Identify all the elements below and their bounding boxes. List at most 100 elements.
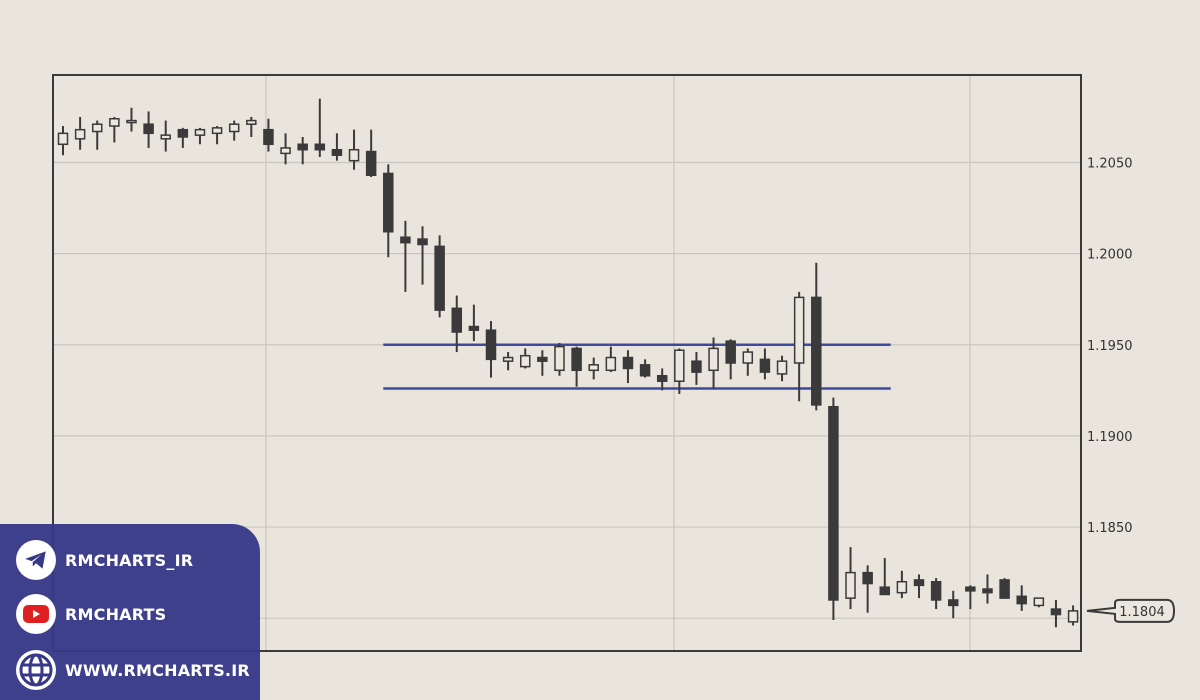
bullish-candle bbox=[605, 346, 617, 373]
bearish-candle bbox=[999, 578, 1010, 599]
candle-body bbox=[1033, 597, 1045, 607]
candle-body bbox=[109, 117, 120, 127]
candle-body bbox=[280, 147, 291, 155]
last-price-tag: 1.1804 bbox=[1086, 598, 1176, 623]
bullish-candle bbox=[1067, 605, 1079, 626]
bearish-candle bbox=[947, 590, 959, 619]
candle-body bbox=[1016, 595, 1027, 605]
candle-body bbox=[1067, 610, 1079, 623]
bullish-candle bbox=[194, 127, 206, 145]
candle-body bbox=[263, 128, 274, 146]
bullish-candle bbox=[74, 116, 86, 150]
bearish-candle bbox=[177, 127, 189, 148]
candle-body bbox=[502, 356, 514, 362]
candle-body bbox=[519, 354, 531, 368]
candle-body bbox=[194, 128, 206, 136]
bullish-candle bbox=[793, 291, 805, 402]
y-tick-label: 1.1900 bbox=[1087, 430, 1133, 445]
candle-body bbox=[57, 132, 69, 146]
bullish-candle bbox=[126, 107, 137, 132]
candle-body bbox=[383, 172, 394, 233]
candle-body bbox=[314, 143, 326, 151]
bullish-candle bbox=[280, 133, 291, 165]
bullish-candle bbox=[674, 348, 685, 394]
bearish-candle bbox=[862, 565, 873, 613]
candle-body bbox=[828, 405, 839, 601]
bearish-candle bbox=[434, 235, 445, 318]
bullish-candle bbox=[519, 348, 531, 369]
candle-body bbox=[879, 586, 891, 596]
candle-body bbox=[639, 364, 651, 377]
bullish-candle bbox=[845, 547, 856, 610]
bearish-candle bbox=[365, 129, 377, 178]
youtube-icon bbox=[16, 594, 56, 634]
bearish-candle bbox=[725, 339, 736, 380]
candle-body bbox=[708, 347, 719, 372]
candle-body bbox=[228, 123, 240, 133]
bullish-candle bbox=[896, 570, 908, 599]
candle-body bbox=[622, 356, 634, 370]
candle-body bbox=[417, 238, 428, 246]
bearish-candle bbox=[400, 220, 411, 292]
last-price-label: 1.1804 bbox=[1119, 605, 1165, 620]
bearish-candle bbox=[537, 350, 548, 376]
bearish-candle bbox=[828, 397, 839, 621]
bearish-candle bbox=[485, 321, 497, 378]
y-tick-label: 1.1950 bbox=[1087, 339, 1133, 354]
bearish-candle bbox=[263, 118, 274, 152]
candle-body bbox=[160, 134, 171, 140]
y-tick-label: 1.2050 bbox=[1087, 156, 1133, 171]
candle-body bbox=[434, 245, 445, 311]
y-tick-label: 1.1850 bbox=[1087, 521, 1133, 536]
candle-body bbox=[365, 150, 377, 177]
bullish-candle bbox=[160, 120, 171, 152]
bearish-candle bbox=[656, 368, 668, 391]
bearish-candle bbox=[417, 226, 428, 285]
bearish-candle bbox=[571, 346, 582, 387]
bearish-candle bbox=[965, 585, 976, 610]
bullish-candle bbox=[228, 120, 240, 141]
candle-body bbox=[742, 351, 754, 364]
website-url: WWW.RMCHARTS.IR bbox=[65, 660, 250, 680]
bearish-candle bbox=[982, 574, 993, 604]
bearish-candle bbox=[1050, 599, 1062, 628]
candle-body bbox=[862, 571, 873, 585]
bearish-candle bbox=[468, 304, 480, 342]
candle-body bbox=[571, 347, 582, 372]
candle-body bbox=[793, 296, 805, 364]
bearish-candle bbox=[314, 98, 326, 158]
telegram-link[interactable]: RMCHARTS_IR bbox=[16, 540, 193, 580]
y-axis: 1.2050 1.2000 1.1950 1.1900 1.1850 bbox=[1087, 156, 1133, 536]
candle-body bbox=[845, 571, 856, 599]
youtube-link[interactable]: RMCHARTS bbox=[16, 594, 166, 634]
social-panel: RMCHARTS_IR RMCHARTS WWW.RMCHARTS.IR bbox=[0, 524, 260, 700]
candle-body bbox=[913, 579, 925, 587]
website-link[interactable]: WWW.RMCHARTS.IR bbox=[16, 650, 250, 690]
bullish-candle bbox=[588, 357, 599, 380]
bearish-candle bbox=[622, 350, 634, 384]
candle-body bbox=[999, 579, 1010, 599]
bearish-candle bbox=[143, 111, 154, 148]
telegram-handle: RMCHARTS_IR bbox=[65, 550, 194, 570]
bullish-candle bbox=[348, 129, 360, 170]
bearish-candle bbox=[930, 578, 942, 610]
candle-body bbox=[246, 119, 257, 125]
candle-body bbox=[91, 123, 103, 133]
bearish-candle bbox=[639, 359, 651, 378]
candle-body bbox=[126, 119, 137, 124]
bullish-candle bbox=[554, 342, 565, 376]
candle-body bbox=[211, 127, 223, 135]
y-tick-label: 1.2000 bbox=[1087, 248, 1133, 263]
bearish-candle bbox=[331, 133, 343, 161]
candle-body bbox=[537, 356, 548, 362]
candle-body bbox=[982, 588, 993, 594]
bullish-candle bbox=[57, 126, 69, 156]
candle-body bbox=[896, 580, 908, 594]
candle-body bbox=[331, 148, 343, 156]
candle-body bbox=[554, 345, 565, 372]
bullish-candle bbox=[502, 352, 514, 371]
bullish-candle bbox=[109, 116, 120, 143]
candle-body bbox=[1050, 608, 1062, 616]
telegram-icon bbox=[16, 540, 56, 580]
